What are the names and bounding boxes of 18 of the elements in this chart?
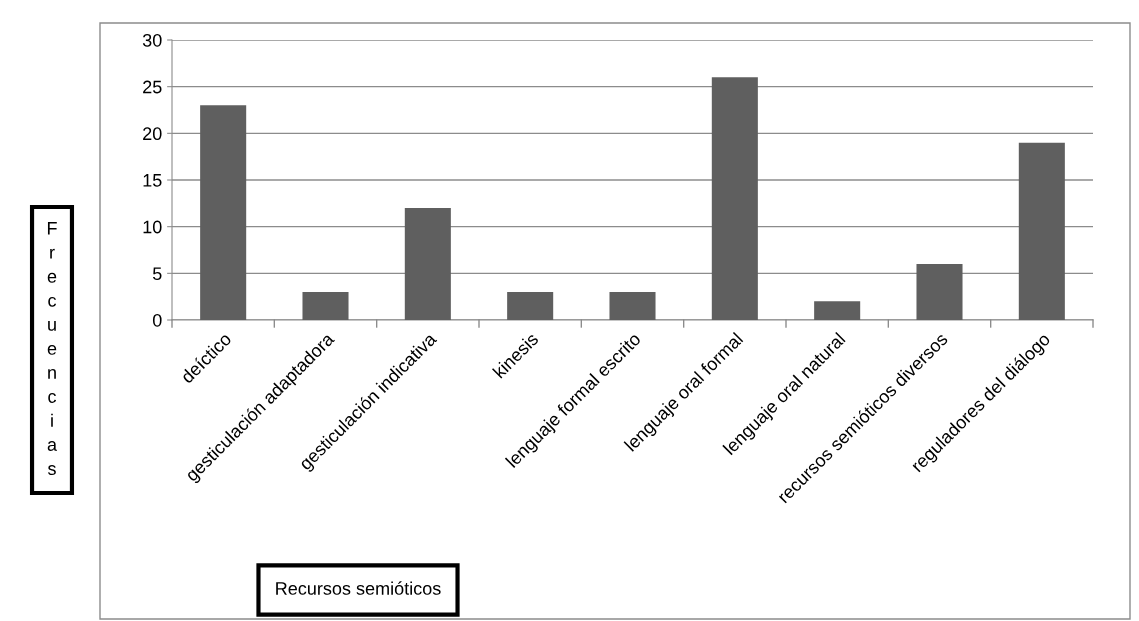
bar	[711, 77, 758, 320]
bar	[507, 292, 554, 320]
bar	[200, 105, 247, 320]
y-tick-label: 10	[143, 220, 162, 234]
y-tick-label: 5	[152, 267, 162, 281]
bar	[404, 208, 451, 320]
x-axis-title: Recursos semióticos	[276, 581, 441, 595]
y-tick-label: 15	[143, 174, 162, 187]
bar	[1018, 142, 1065, 320]
y-tick-label: 0	[152, 313, 162, 327]
y-tick-label: 30	[142, 33, 162, 47]
y-tick-label: 20	[143, 127, 162, 141]
bar	[302, 292, 349, 320]
bar	[814, 301, 861, 320]
bar	[916, 264, 963, 320]
bar	[609, 292, 656, 320]
y-tick-label: 25	[143, 80, 162, 94]
text: Frecuencias	[47, 222, 58, 475]
